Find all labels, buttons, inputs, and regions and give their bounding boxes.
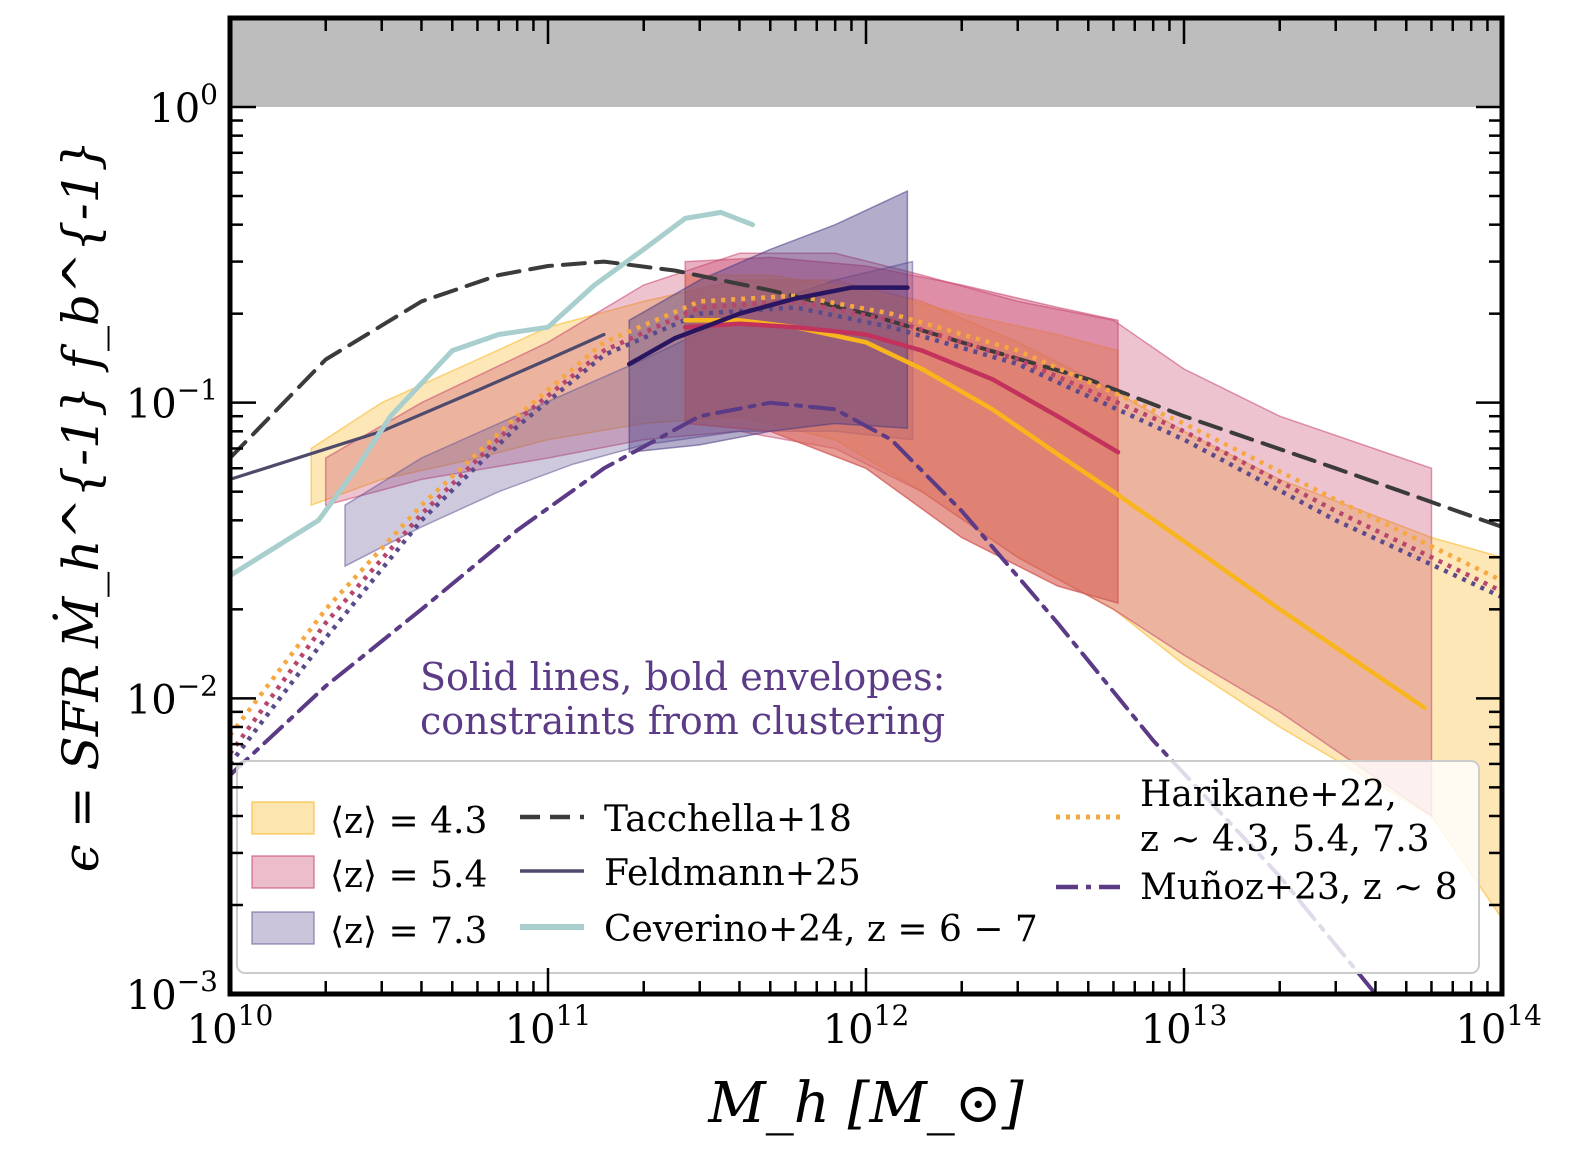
y-tick-label: 100 [149, 78, 218, 132]
series-line-3 [230, 209, 756, 579]
annotation-line-1: Solid lines, bold envelopes: [420, 655, 945, 699]
legend-label-col1-3: ⟨z⟩ = 7.3 [330, 911, 487, 952]
plot-frame [227, 15, 1505, 997]
x-tick-label: 1012 [823, 999, 910, 1053]
legend-label-col1-1: ⟨z⟩ = 4.3 [330, 801, 487, 842]
series-line-9 [682, 321, 1121, 455]
y-tick-label: 10−2 [126, 669, 218, 723]
series-line-1 [230, 259, 1502, 529]
legend-label-col2-3: Ceverino+24, z = 6 − 7 [604, 909, 1038, 950]
x-tick-label: 1011 [505, 999, 592, 1053]
series-line-7 [230, 400, 1378, 994]
legend-patch-3 [251, 911, 315, 945]
series-line-5 [230, 299, 1502, 755]
y-tick-label: 10−3 [126, 965, 218, 1019]
y-axis-label: ϵ = SFR Ṁ_h^{-1} f_b^{-1} [51, 140, 110, 872]
legend-label-col2-1: Tacchella+18 [604, 799, 852, 840]
y-tick-label: 10−1 [126, 374, 218, 428]
series-line-4 [230, 293, 1502, 737]
legend-label-col2-2: Feldmann+25 [604, 853, 861, 894]
annotation-line-2: constraints from clustering [420, 699, 945, 743]
x-tick-label: 1013 [1141, 999, 1228, 1053]
legend: ⟨z⟩ = 4.3 ⟨z⟩ = 5.4 ⟨z⟩ = 7.3 Tacchella+18 F… [236, 760, 1480, 974]
legend-box [236, 760, 1480, 974]
x-tick-label: 1010 [187, 999, 274, 1053]
legend-label-col3-2: Muñoz+23, z ∼ 8 [1140, 867, 1458, 908]
x-tick-label: 1014 [1455, 999, 1542, 1053]
series-line-2 [230, 332, 606, 481]
axis-labels: M_h [M_⊙] ϵ = SFR Ṁ_h^{-1} f_b^{-1} [51, 140, 1024, 1136]
legend-patch-1 [251, 801, 315, 835]
tick-labels: 1010 1011 1012 1013 1014 100 10−1 10−2 10−3 [126, 78, 1542, 1053]
legend-label-col3-1b: z ∼ 4.3, 5.4, 7.3 [1140, 819, 1430, 860]
legend-label-col1-2: ⟨z⟩ = 5.4 [330, 855, 487, 896]
legend-label-col3-1: Harikane+22, [1140, 774, 1397, 815]
annotation: Solid lines, bold envelopes:constraints … [420, 655, 945, 743]
x-axis-label: M_h [M_⊙] [707, 1071, 1023, 1136]
series-lines [230, 209, 1502, 994]
legend-patch-2 [251, 855, 315, 889]
series-line-10 [626, 285, 910, 367]
